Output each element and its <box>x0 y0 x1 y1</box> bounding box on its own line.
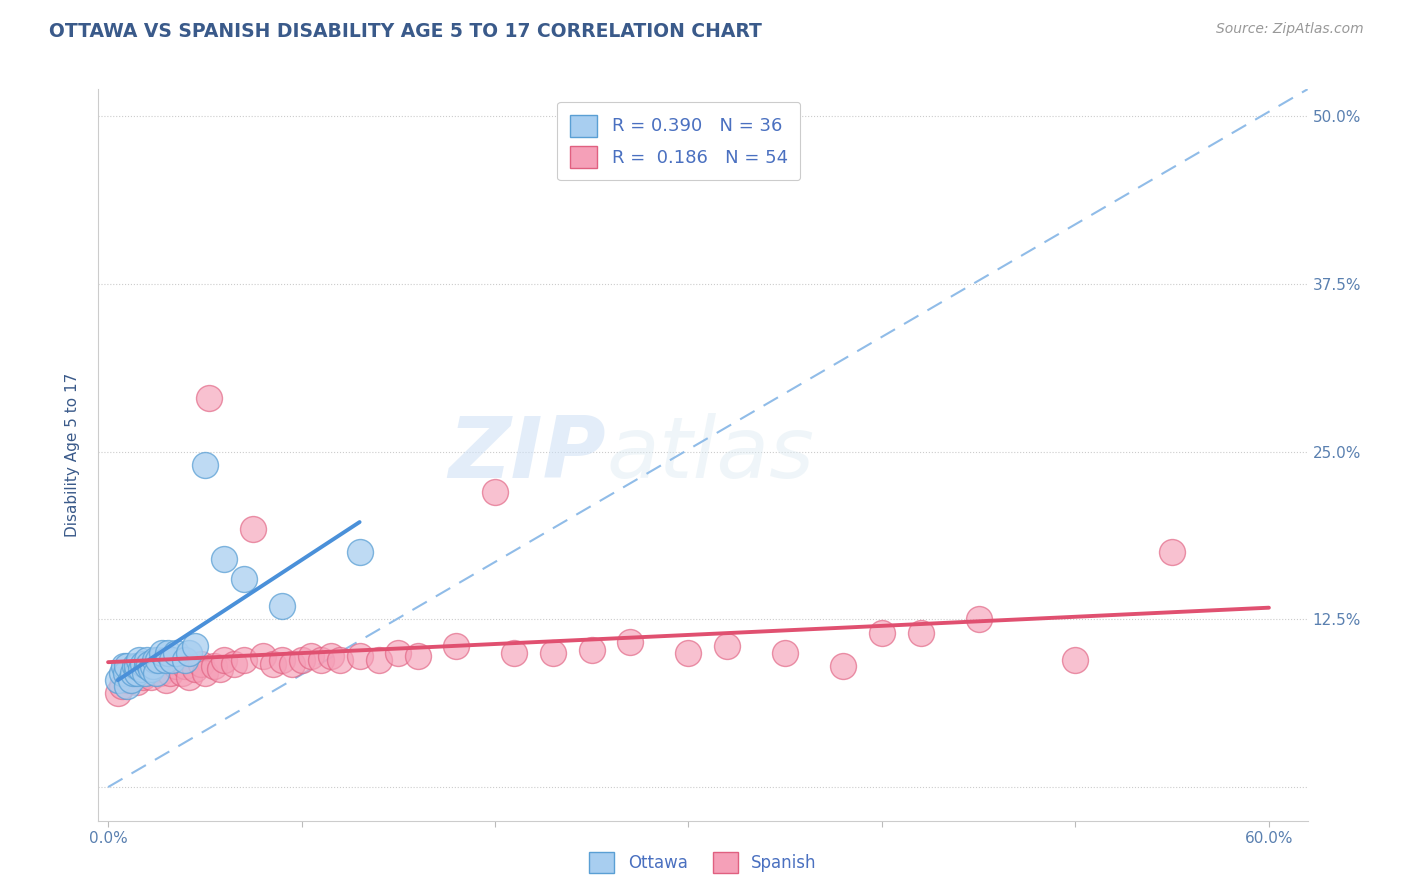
Point <box>135 652 157 666</box>
Point <box>139 662 162 676</box>
Point <box>232 652 254 666</box>
Point <box>619 635 641 649</box>
Point <box>122 665 145 680</box>
Point <box>309 652 332 666</box>
Point <box>117 673 139 687</box>
Point <box>120 673 142 687</box>
Point <box>165 646 187 660</box>
Point <box>145 662 167 676</box>
Point <box>281 657 304 671</box>
Legend: Ottawa, Spanish: Ottawa, Spanish <box>583 846 823 880</box>
Point <box>138 657 160 671</box>
Point <box>870 625 893 640</box>
Point <box>112 659 135 673</box>
Point <box>832 659 855 673</box>
Point <box>967 612 990 626</box>
Point <box>179 646 201 660</box>
Point <box>128 652 150 666</box>
Point <box>368 652 391 666</box>
Point <box>142 659 165 673</box>
Point <box>149 665 172 680</box>
Text: atlas: atlas <box>606 413 814 497</box>
Point <box>150 646 173 660</box>
Text: OTTAWA VS SPANISH DISABILITY AGE 5 TO 17 CORRELATION CHART: OTTAWA VS SPANISH DISABILITY AGE 5 TO 17… <box>49 22 762 41</box>
Point <box>160 652 183 666</box>
Point <box>212 652 235 666</box>
Point <box>129 662 152 676</box>
Point <box>503 646 526 660</box>
Point <box>117 680 139 694</box>
Point <box>716 639 738 653</box>
Point <box>349 545 371 559</box>
Point <box>155 652 177 666</box>
Point <box>484 484 506 499</box>
Point <box>222 657 245 671</box>
Point <box>117 659 139 673</box>
Point <box>174 659 197 673</box>
Point <box>159 665 181 680</box>
Point <box>134 665 156 680</box>
Point <box>271 652 294 666</box>
Point <box>157 646 180 660</box>
Point <box>135 659 157 673</box>
Point <box>170 665 193 680</box>
Point <box>194 458 217 472</box>
Point <box>581 643 603 657</box>
Point <box>111 665 134 680</box>
Point <box>319 648 342 663</box>
Point <box>1064 652 1087 666</box>
Point <box>190 657 212 671</box>
Point <box>120 670 142 684</box>
Point <box>204 659 226 673</box>
Point <box>107 673 129 687</box>
Point <box>139 670 162 684</box>
Point <box>678 646 700 660</box>
Point <box>329 652 352 666</box>
Text: ZIP: ZIP <box>449 413 606 497</box>
Point <box>124 659 146 673</box>
Point <box>541 646 564 660</box>
Point <box>773 646 796 660</box>
Point <box>143 652 166 666</box>
Point <box>1161 545 1184 559</box>
Point <box>299 648 322 663</box>
Point <box>165 659 187 673</box>
Point <box>148 652 170 666</box>
Point <box>179 670 201 684</box>
Point <box>209 662 232 676</box>
Legend: R = 0.390   N = 36, R =  0.186   N = 54: R = 0.390 N = 36, R = 0.186 N = 54 <box>557 102 800 180</box>
Point <box>174 652 197 666</box>
Point <box>135 665 157 680</box>
Point <box>197 391 219 405</box>
Point <box>252 648 274 663</box>
Point <box>212 552 235 566</box>
Point <box>290 652 312 666</box>
Point <box>262 657 284 671</box>
Point <box>242 523 264 537</box>
Point <box>145 665 167 680</box>
Point <box>114 665 136 680</box>
Point <box>111 680 134 694</box>
Point <box>132 670 155 684</box>
Point <box>127 665 149 680</box>
Point <box>184 662 207 676</box>
Point <box>155 673 177 687</box>
Point <box>184 639 207 653</box>
Y-axis label: Disability Age 5 to 17: Disability Age 5 to 17 <box>65 373 80 537</box>
Point <box>271 599 294 613</box>
Point <box>446 639 468 653</box>
Text: Source: ZipAtlas.com: Source: ZipAtlas.com <box>1216 22 1364 37</box>
Point <box>194 665 217 680</box>
Point <box>127 659 149 673</box>
Point <box>349 648 371 663</box>
Point <box>387 646 409 660</box>
Point <box>910 625 932 640</box>
Point <box>406 648 429 663</box>
Point <box>132 657 155 671</box>
Point <box>107 686 129 700</box>
Point <box>127 675 149 690</box>
Point <box>232 572 254 586</box>
